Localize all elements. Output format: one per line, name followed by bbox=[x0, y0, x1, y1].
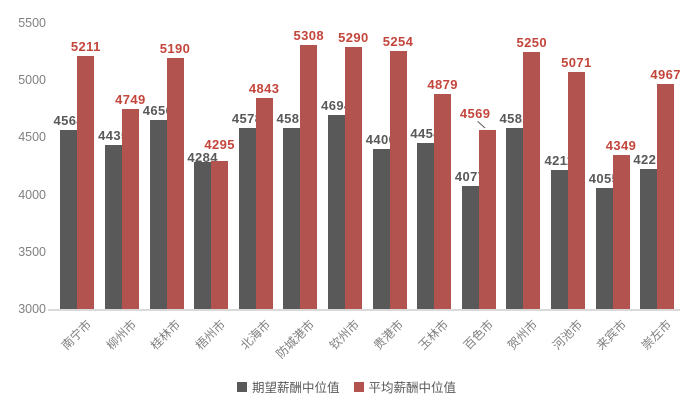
x-axis-label: 柳州市 bbox=[103, 317, 140, 353]
bar-value-label: 4284 bbox=[187, 150, 218, 166]
legend-item-expected-salary: 期望薪酬中位值 bbox=[236, 377, 340, 396]
bar-expected-salary bbox=[372, 148, 390, 309]
bar-value-label: 5211 bbox=[70, 39, 101, 55]
bar-average-salary bbox=[478, 129, 496, 309]
bar-average-salary bbox=[166, 58, 184, 309]
bar-value-label: 4569 bbox=[459, 105, 491, 121]
bar-value-label: 4580 bbox=[276, 111, 308, 127]
bar-average-salary bbox=[523, 51, 541, 309]
bar-value-label: 4077 bbox=[454, 168, 486, 184]
legend-swatch-icon bbox=[353, 381, 364, 392]
bar-average-salary bbox=[255, 98, 273, 309]
x-axis-label: 崇左市 bbox=[638, 317, 675, 353]
y-axis-tick-label: 5500 bbox=[18, 16, 46, 30]
bar-average-salary bbox=[121, 108, 139, 309]
bar-average-salary bbox=[434, 94, 452, 309]
bar-value-label: 5308 bbox=[293, 27, 325, 43]
bar-value-label: 4564 bbox=[53, 113, 85, 129]
bar-value-label: 4435 bbox=[98, 127, 129, 143]
y-axis-tick-label: 4000 bbox=[18, 187, 46, 202]
x-axis-label: 百色市 bbox=[460, 317, 496, 353]
bar-expected-salary bbox=[104, 144, 122, 309]
bar-expected-salary bbox=[417, 142, 435, 309]
bar-expected-salary bbox=[283, 128, 301, 309]
bar-expected-salary bbox=[238, 128, 256, 309]
label-leader-line bbox=[477, 120, 486, 128]
bar-value-label: 4843 bbox=[248, 81, 280, 97]
bar-expected-salary bbox=[461, 185, 479, 309]
bar-average-salary bbox=[77, 56, 95, 309]
bar-value-label: 4582 bbox=[499, 111, 531, 127]
bar-expected-salary bbox=[506, 128, 524, 309]
x-axis-label: 防城港市 bbox=[273, 317, 318, 362]
legend-swatch-icon bbox=[236, 381, 247, 392]
y-axis-tick-label: 4500 bbox=[18, 130, 46, 145]
x-axis-label: 贺州市 bbox=[505, 317, 541, 353]
bar-value-label: 5290 bbox=[338, 30, 369, 46]
x-axis-label: 南宁市 bbox=[59, 317, 95, 353]
bar-value-label: 5250 bbox=[516, 34, 548, 50]
x-axis-label: 梧州市 bbox=[192, 317, 229, 353]
bar-value-label: 5190 bbox=[159, 41, 191, 57]
bar-value-label: 4295 bbox=[204, 136, 235, 152]
bar-average-salary bbox=[612, 154, 630, 309]
bar-expected-salary bbox=[327, 115, 345, 309]
x-axis-label: 钦州市 bbox=[326, 317, 363, 353]
legend-item-average-salary: 平均薪酬中位值 bbox=[353, 377, 457, 396]
bar-value-label: 4055 bbox=[588, 171, 620, 187]
x-axis-label: 北海市 bbox=[237, 317, 273, 353]
legend: 期望薪酬中位值 平均薪酬中位值 bbox=[0, 377, 693, 396]
bar-value-label: 4349 bbox=[605, 137, 637, 153]
bar-expected-salary bbox=[640, 168, 658, 309]
x-axis-label: 来宾市 bbox=[594, 317, 630, 353]
bar-value-label: 4694 bbox=[321, 98, 352, 114]
x-axis-label: 玉林市 bbox=[415, 317, 452, 353]
bar-value-label: 4454 bbox=[410, 125, 441, 141]
bar-average-salary bbox=[389, 51, 407, 309]
x-axis-label: 贵港市 bbox=[371, 317, 407, 353]
bar-value-label: 4879 bbox=[427, 77, 458, 93]
bar-value-label: 4211 bbox=[544, 153, 575, 169]
bar-value-label: 4967 bbox=[650, 66, 681, 82]
x-axis-label: 桂林市 bbox=[148, 317, 184, 353]
bar-value-label: 4225 bbox=[633, 151, 664, 167]
y-axis-tick-label: 3000 bbox=[18, 302, 46, 316]
y-axis-tick-label: 5000 bbox=[18, 73, 46, 88]
bar-average-salary bbox=[344, 47, 362, 309]
bar-value-label: 5254 bbox=[382, 34, 414, 50]
bar-expected-salary bbox=[149, 119, 167, 309]
bar-average-salary bbox=[657, 83, 675, 309]
bar-expected-salary bbox=[550, 170, 568, 309]
bar-expected-salary bbox=[60, 130, 78, 309]
bar-average-salary bbox=[567, 72, 585, 309]
bar-average-salary bbox=[300, 44, 318, 309]
bar-expected-salary bbox=[194, 162, 212, 309]
bar-value-label: 4578 bbox=[231, 111, 263, 127]
bar-average-salary bbox=[211, 160, 229, 309]
bar-value-label: 4656 bbox=[142, 102, 174, 118]
bar-value-label: 4749 bbox=[115, 91, 146, 107]
bar-expected-salary bbox=[595, 188, 613, 309]
x-axis-line bbox=[48, 309, 680, 311]
legend-label: 期望薪酬中位值 bbox=[251, 381, 340, 395]
y-axis-tick-label: 3500 bbox=[18, 244, 46, 259]
bar-value-label: 4400 bbox=[365, 131, 397, 147]
x-axis-label: 河池市 bbox=[549, 317, 586, 353]
legend-label: 平均薪酬中位值 bbox=[368, 381, 457, 395]
bar-value-label: 5071 bbox=[561, 55, 592, 71]
